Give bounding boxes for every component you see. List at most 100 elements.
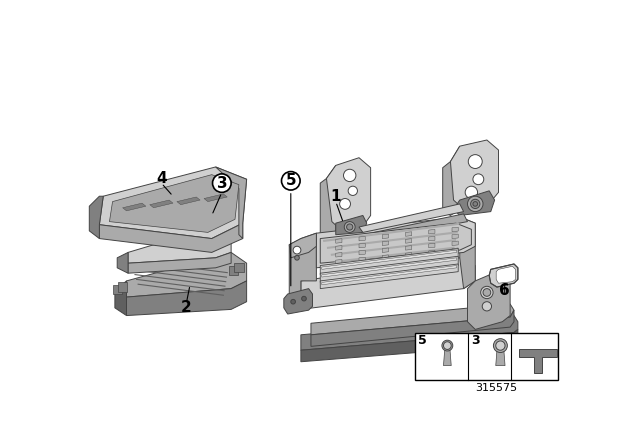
Text: 3: 3 [216,176,227,190]
Polygon shape [336,253,342,257]
Polygon shape [452,227,458,232]
Circle shape [348,186,358,195]
Circle shape [473,202,477,206]
Polygon shape [216,167,246,238]
Polygon shape [326,158,371,231]
Polygon shape [429,250,435,255]
Polygon shape [311,304,514,335]
Polygon shape [128,252,231,273]
Polygon shape [406,246,412,250]
Circle shape [493,339,508,353]
Text: 4: 4 [156,171,166,186]
Polygon shape [99,223,243,252]
Circle shape [301,296,307,301]
Polygon shape [489,264,518,287]
Circle shape [344,169,356,181]
Circle shape [291,299,296,304]
Polygon shape [518,349,557,373]
Polygon shape [322,258,457,277]
Polygon shape [359,237,365,241]
Circle shape [444,342,451,349]
Polygon shape [177,197,200,205]
Circle shape [473,174,484,185]
Circle shape [496,341,505,350]
Polygon shape [429,243,435,248]
Circle shape [340,198,351,209]
Polygon shape [359,250,365,255]
Polygon shape [363,214,467,240]
Polygon shape [113,285,122,294]
Polygon shape [320,256,458,282]
Circle shape [465,186,477,198]
Polygon shape [322,266,457,285]
Polygon shape [320,264,458,289]
Polygon shape [382,234,388,238]
Polygon shape [336,259,342,264]
Polygon shape [301,329,518,362]
Polygon shape [320,165,336,238]
Polygon shape [382,241,388,246]
Text: 5: 5 [285,173,296,188]
Polygon shape [320,249,458,275]
Polygon shape [451,140,499,209]
Polygon shape [460,217,476,289]
Circle shape [293,246,301,254]
Text: 6: 6 [499,284,510,298]
Polygon shape [452,241,458,246]
Polygon shape [429,237,435,241]
Circle shape [470,199,480,208]
Polygon shape [128,226,231,263]
Polygon shape [452,234,458,238]
Polygon shape [406,253,412,257]
Polygon shape [229,266,238,275]
Text: 1: 1 [330,189,341,204]
Circle shape [442,340,452,351]
Text: 315575: 315575 [475,383,517,393]
Polygon shape [382,255,388,259]
Polygon shape [443,146,460,215]
Polygon shape [127,252,246,297]
Polygon shape [496,345,505,366]
Circle shape [483,289,491,296]
Polygon shape [406,232,412,236]
Polygon shape [496,266,516,283]
FancyBboxPatch shape [415,332,558,380]
Polygon shape [118,282,127,292]
Circle shape [212,174,231,192]
Polygon shape [322,250,457,269]
Polygon shape [429,229,435,234]
Circle shape [294,255,300,260]
Circle shape [467,196,483,211]
Polygon shape [301,258,476,310]
Polygon shape [359,257,365,262]
Circle shape [347,224,353,230]
Polygon shape [311,310,514,346]
Polygon shape [336,239,342,243]
Text: 2: 2 [181,300,191,315]
Polygon shape [117,252,128,273]
Polygon shape [115,281,127,315]
Polygon shape [289,233,316,258]
Polygon shape [406,239,412,243]
Polygon shape [444,345,451,366]
Polygon shape [452,248,458,252]
Polygon shape [204,194,227,202]
Circle shape [282,172,300,190]
Polygon shape [90,196,103,238]
Polygon shape [289,233,316,310]
Polygon shape [382,248,388,252]
Polygon shape [99,167,246,238]
Polygon shape [301,315,518,350]
Polygon shape [150,200,173,208]
Polygon shape [109,175,239,233]
Polygon shape [359,204,463,233]
Polygon shape [123,203,146,211]
Text: 5: 5 [418,335,427,348]
Circle shape [468,155,482,168]
Polygon shape [234,263,244,272]
Text: 3: 3 [471,335,480,348]
Polygon shape [336,246,342,250]
Polygon shape [359,243,365,248]
Polygon shape [284,289,312,314]
Polygon shape [454,191,495,215]
